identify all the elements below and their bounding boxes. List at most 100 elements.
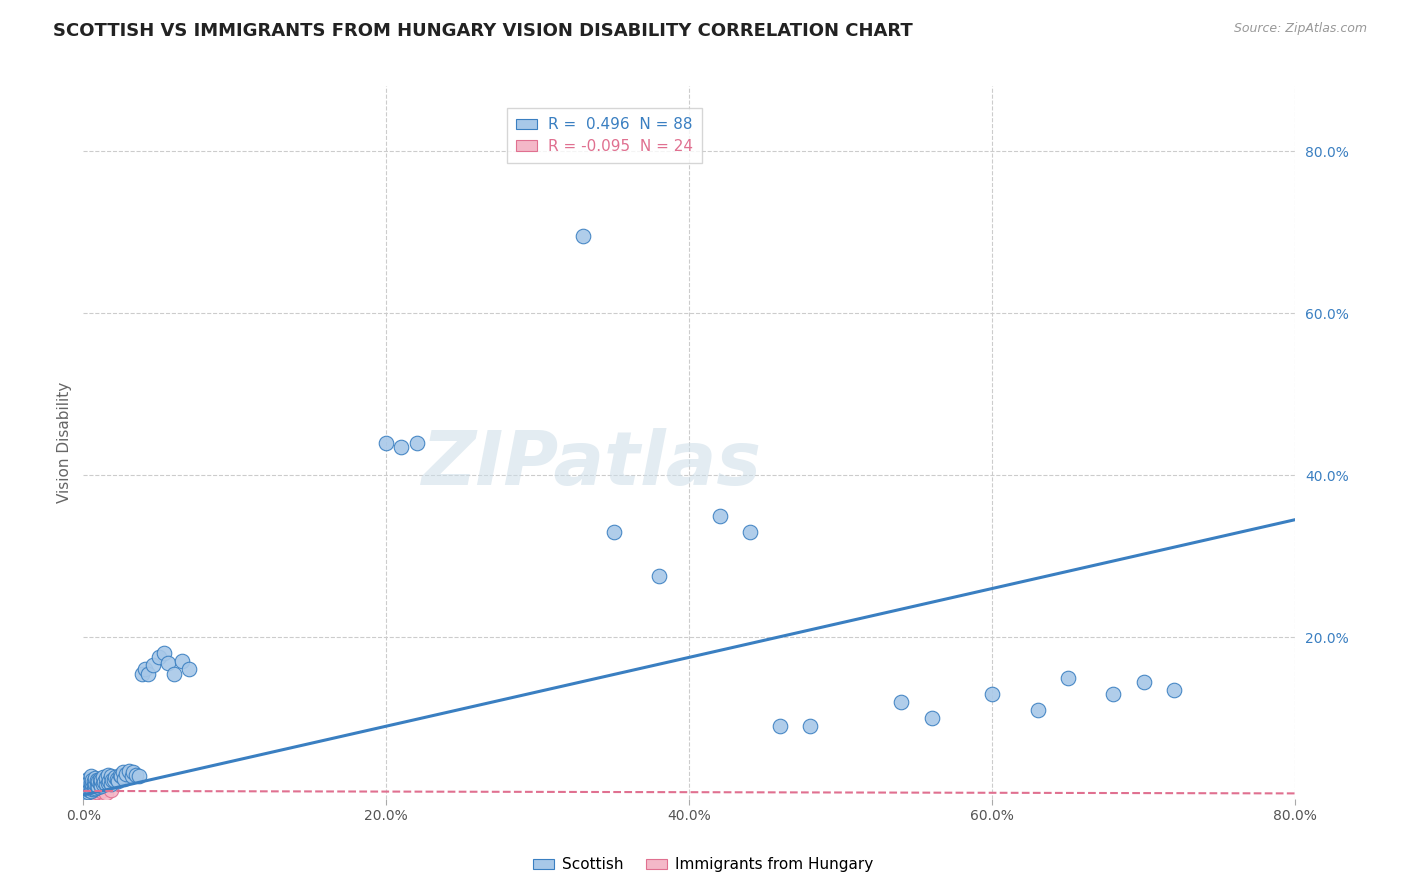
- Point: [94, 786, 117, 800]
- Point: [89, 777, 111, 791]
- Point: [103, 773, 125, 788]
- Point: [79, 786, 101, 800]
- Point: [112, 772, 135, 786]
- Point: [104, 770, 127, 784]
- Point: [79, 775, 101, 789]
- Point: [87, 781, 110, 796]
- Point: [73, 780, 96, 794]
- Point: [125, 768, 148, 782]
- Point: [89, 772, 111, 786]
- Point: [84, 780, 107, 795]
- Point: [76, 777, 98, 791]
- Point: [709, 508, 731, 523]
- Point: [98, 774, 121, 789]
- Point: [107, 774, 129, 789]
- Point: [73, 780, 96, 794]
- Point: [100, 769, 122, 783]
- Point: [75, 774, 97, 789]
- Point: [75, 782, 97, 797]
- Point: [121, 769, 143, 783]
- Point: [108, 768, 131, 782]
- Point: [921, 711, 943, 725]
- Point: [738, 524, 761, 539]
- Point: [91, 777, 114, 791]
- Point: [1132, 674, 1154, 689]
- Point: [76, 777, 98, 791]
- Point: [96, 768, 118, 782]
- Point: [83, 774, 105, 789]
- Point: [79, 779, 101, 793]
- Point: [82, 772, 104, 787]
- Point: [80, 780, 103, 794]
- Point: [93, 775, 115, 789]
- Point: [163, 666, 186, 681]
- Point: [122, 765, 145, 780]
- Point: [94, 771, 117, 785]
- Point: [84, 777, 107, 791]
- Point: [79, 780, 101, 795]
- Point: [75, 782, 97, 797]
- Point: [87, 774, 110, 789]
- Point: [83, 786, 105, 800]
- Point: [405, 435, 427, 450]
- Point: [73, 784, 96, 798]
- Point: [890, 695, 912, 709]
- Point: [152, 646, 174, 660]
- Point: [80, 769, 103, 783]
- Point: [1057, 671, 1080, 685]
- Point: [101, 772, 124, 787]
- Point: [375, 435, 398, 450]
- Y-axis label: Vision Disability: Vision Disability: [58, 382, 72, 503]
- Point: [73, 788, 96, 802]
- Point: [76, 780, 98, 795]
- Point: [648, 569, 671, 583]
- Legend: R =  0.496  N = 88, R = -0.095  N = 24: R = 0.496 N = 88, R = -0.095 N = 24: [506, 108, 702, 162]
- Point: [1102, 687, 1125, 701]
- Point: [131, 666, 153, 681]
- Legend: Scottish, Immigrants from Hungary: Scottish, Immigrants from Hungary: [524, 849, 882, 880]
- Point: [75, 777, 97, 791]
- Point: [90, 772, 112, 787]
- Point: [83, 780, 105, 794]
- Point: [75, 787, 97, 801]
- Point: [86, 773, 108, 788]
- Point: [79, 783, 101, 797]
- Point: [84, 783, 107, 797]
- Point: [769, 719, 792, 733]
- Point: [75, 786, 97, 800]
- Point: [1163, 682, 1185, 697]
- Point: [86, 785, 108, 799]
- Point: [118, 764, 141, 778]
- Point: [91, 770, 114, 784]
- Point: [148, 650, 170, 665]
- Point: [90, 779, 112, 793]
- Text: ZIPatlas: ZIPatlas: [422, 427, 762, 500]
- Point: [82, 777, 104, 791]
- Point: [157, 656, 180, 670]
- Point: [100, 777, 122, 791]
- Point: [73, 776, 96, 790]
- Point: [82, 784, 104, 798]
- Point: [1026, 703, 1049, 717]
- Point: [134, 663, 156, 677]
- Point: [76, 786, 98, 800]
- Point: [170, 654, 193, 668]
- Point: [76, 772, 98, 786]
- Text: Source: ZipAtlas.com: Source: ZipAtlas.com: [1233, 22, 1367, 36]
- Point: [799, 719, 821, 733]
- Point: [94, 777, 117, 791]
- Point: [76, 781, 98, 796]
- Point: [111, 765, 134, 780]
- Point: [80, 785, 103, 799]
- Point: [96, 776, 118, 790]
- Point: [82, 781, 104, 796]
- Point: [105, 772, 128, 786]
- Point: [100, 783, 122, 797]
- Point: [79, 776, 101, 790]
- Point: [83, 778, 105, 792]
- Point: [80, 776, 103, 790]
- Point: [391, 440, 413, 454]
- Point: [73, 784, 96, 798]
- Point: [138, 666, 160, 681]
- Point: [75, 777, 97, 791]
